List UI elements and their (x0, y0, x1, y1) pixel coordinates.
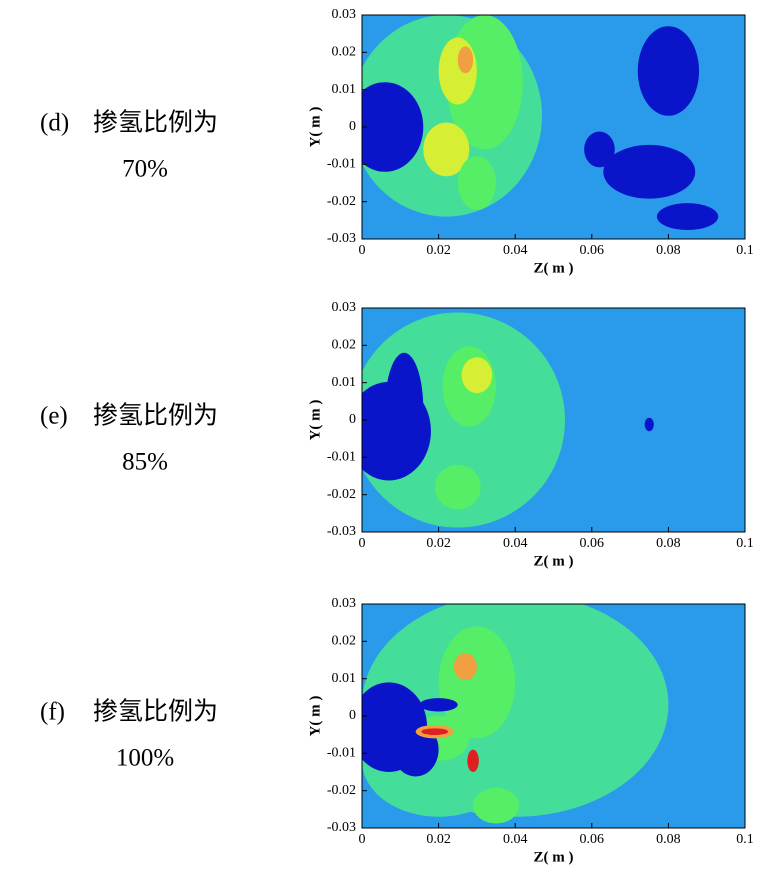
panel-label: (d) (40, 110, 69, 137)
y-tick-label: 0.02 (332, 634, 357, 649)
y-tick-label: 0 (349, 412, 356, 427)
y-tick-label: 0.01 (332, 671, 357, 686)
contour-region (656, 203, 719, 231)
x-tick-label: 0 (359, 243, 366, 258)
y-tick-label: -0.01 (327, 746, 356, 761)
x-tick-label: 0.1 (736, 243, 754, 258)
contour-field (362, 604, 745, 828)
contour-region (644, 417, 654, 432)
contour-field (362, 308, 745, 532)
y-tick-label: 0.03 (332, 300, 357, 315)
y-tick-label: -0.03 (327, 231, 356, 246)
contour-region (421, 728, 449, 736)
x-axis-title: Z( m ) (534, 260, 574, 276)
y-axis-title: Y( m ) (307, 400, 323, 441)
x-tick-label: 0.02 (426, 243, 451, 258)
y-tick-label: 0.03 (332, 596, 357, 611)
y-tick-label: -0.03 (327, 820, 356, 835)
y-axis-title: Y( m ) (307, 107, 323, 148)
y-tick-label: 0 (349, 708, 356, 723)
caption-value: 85% (122, 449, 168, 476)
contour-region (438, 37, 477, 105)
contour-region (384, 352, 424, 465)
y-tick-label: -0.02 (327, 194, 356, 209)
y-tick-label: -0.01 (327, 157, 356, 172)
x-tick-label: 0.02 (426, 832, 451, 847)
x-tick-label: 0.04 (503, 832, 528, 847)
x-tick-label: 0.04 (503, 536, 528, 551)
x-tick-label: 0.1 (736, 536, 754, 551)
contour-region (457, 46, 474, 74)
contour-region (584, 131, 615, 168)
caption-value: 100% (116, 745, 174, 772)
x-tick-label: 0 (359, 832, 366, 847)
x-tick-label: 0.06 (580, 832, 605, 847)
y-tick-label: -0.02 (327, 783, 356, 798)
y-tick-label: -0.01 (327, 450, 356, 465)
x-tick-label: 0.1 (736, 832, 754, 847)
contour-region (457, 156, 497, 210)
x-tick-label: 0 (359, 536, 366, 551)
contour-region (362, 82, 424, 172)
y-tick-label: -0.03 (327, 524, 356, 539)
contour-region (637, 26, 700, 116)
x-tick-label: 0.06 (580, 243, 605, 258)
y-tick-label: -0.02 (327, 487, 356, 502)
panel-label: (e) (40, 403, 68, 430)
x-tick-label: 0.02 (426, 536, 451, 551)
x-tick-label: 0.04 (503, 243, 528, 258)
x-tick-label: 0.08 (656, 832, 681, 847)
y-tick-label: 0.02 (332, 338, 357, 353)
y-tick-label: 0 (349, 119, 356, 134)
y-tick-label: 0.03 (332, 7, 357, 22)
x-axis-title: Z( m ) (534, 553, 574, 569)
x-tick-label: 0.06 (580, 536, 605, 551)
caption-value: 70% (122, 156, 168, 183)
contour-region (423, 122, 470, 177)
y-tick-label: 0.02 (332, 45, 357, 60)
caption: 掺氢比例为 (93, 109, 218, 137)
contour-region (473, 787, 520, 824)
panel-label: (f) (40, 699, 65, 726)
x-tick-label: 0.08 (656, 243, 681, 258)
y-tick-label: 0.01 (332, 82, 357, 97)
contour-region (453, 653, 477, 681)
caption: 掺氢比例为 (93, 698, 218, 726)
contour-region (467, 749, 479, 772)
y-axis-title: Y( m ) (307, 696, 323, 737)
contour-region (603, 144, 696, 199)
contour-field (362, 15, 745, 239)
x-axis-title: Z( m ) (534, 849, 574, 865)
contour-region (461, 357, 493, 394)
caption: 掺氢比例为 (93, 402, 218, 430)
contour-region (419, 698, 458, 712)
contour-region (438, 626, 516, 739)
y-tick-label: 0.01 (332, 375, 357, 390)
contour-region (434, 464, 481, 510)
x-tick-label: 0.08 (656, 536, 681, 551)
